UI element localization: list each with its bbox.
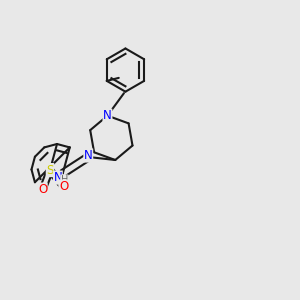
Text: H: H xyxy=(61,175,68,185)
Text: N: N xyxy=(103,109,112,122)
Text: S: S xyxy=(46,164,54,177)
Text: O: O xyxy=(38,183,47,196)
Text: O: O xyxy=(59,180,68,193)
Text: N: N xyxy=(53,171,62,184)
Text: N: N xyxy=(84,149,93,162)
